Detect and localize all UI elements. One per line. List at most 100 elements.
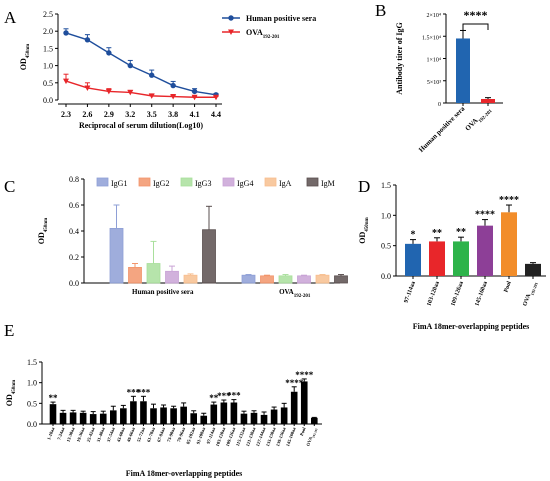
panel-a-legend-marker: [228, 29, 234, 35]
panel-e-x-tick-label-main: 55-72aa: [136, 426, 146, 443]
panel-c-x-tick-label-main: OVA: [279, 288, 294, 296]
panel-a-y-tick-label: 2.0: [43, 27, 53, 36]
panel-e-x-tick-label-main: 37-54aa: [106, 426, 116, 443]
panel-d-letter: D: [358, 177, 370, 196]
panel-a-y-tick-label: 0.5: [43, 79, 53, 88]
panel-e-x-tick-label-main: 133-150aa: [265, 426, 277, 447]
panel-d-significance-label: **: [432, 228, 442, 239]
panel-b-y-tick-label: 2×10⁴: [427, 13, 441, 19]
panel-d-x-tick-label-main: 145-160aa: [474, 281, 489, 307]
panel-d-y-tick-label: 0.0: [381, 272, 391, 281]
panel-c-bar: [109, 227, 124, 284]
panel-b-y-tick-label: 1.5×10⁴: [422, 35, 441, 41]
panel-e-x-tick-label-main: 13-30aa: [66, 426, 76, 443]
panel-c-legend-label: IgG4: [237, 179, 253, 188]
panel-e-x-tick-label: 55-72aa: [136, 426, 146, 443]
panel-e-bar: [290, 391, 298, 424]
panel-c-y-tick-label: 0.2: [69, 253, 79, 262]
panel-b-significance-label: ****: [464, 8, 488, 22]
panel-c-bar: [260, 275, 274, 284]
panel-a-legend-label-main: Human positive sera: [246, 14, 316, 23]
panel-b-y-axis-label-main: Antibody titer of IgG: [395, 22, 404, 95]
panel-a-line-chart: 0.0 0.5 1.0 1.5 2.0 2.5 2.3 2.6 2.9 3.2 3.5 3.8 4.1 4…: [19, 10, 316, 130]
panel-e-x-tick-label: 7-24aa: [56, 426, 65, 441]
panel-e-significance-label: ****: [285, 378, 304, 388]
panel-b-bar-chart: 0 5×10³ 1×10⁴ 1.5×10⁴ 2×10⁴ Human positive se…: [395, 8, 503, 154]
panel-a-y-tick-label: 1.0: [43, 62, 53, 71]
panel-e-bar: [190, 413, 197, 424]
panel-c-legend-swatch: [138, 177, 151, 187]
panel-c-bar: [202, 229, 216, 284]
panel-c-legend-label: IgG1: [111, 179, 127, 188]
panel-a-x-tick-label: 3.8: [168, 110, 178, 119]
panel-e-bar: [120, 408, 127, 424]
panel-e-significance-label: **: [209, 393, 219, 403]
panel-e-y-axis-label-subscript: 450nm: [12, 379, 17, 394]
panel-e-x-tick-label-main: 67-84aa: [156, 426, 166, 443]
panel-d-y-axis-label: OD450nm: [358, 216, 370, 243]
panel-a-legend-label: Human positive sera: [246, 14, 316, 23]
panel-c-y-axis-label: OD450nm: [37, 217, 49, 244]
panel-e-x-tick-label: 31-48aa: [96, 426, 106, 443]
panel-e-x-tick-label: 121-138aa: [245, 426, 257, 447]
panel-e-x-tick-label: 97-114aa: [206, 426, 217, 445]
panel-e-bar-chart: 0.0 0.5 1.0 1.5 ** 1-18aa 7-24aa 13-30aa 19-36aa…: [5, 358, 322, 478]
panel-e-x-tick-label: Pool: [299, 426, 307, 437]
panel-c-bar: [183, 274, 198, 284]
panel-e-y-axis-label: OD450nm: [5, 379, 17, 406]
panel-d-y-tick-label: 0.5: [381, 242, 391, 251]
panel-a-legend-marker: [228, 15, 234, 21]
panel-a-y-tick-label: 0.0: [43, 96, 53, 105]
panel-c-legend-swatch: [96, 177, 109, 187]
panel-d-significance-label: *: [411, 230, 416, 241]
panel-a-point: [149, 72, 155, 78]
panel-a-y-axis-label: OD450nm: [19, 43, 31, 70]
panel-b-y-axis-label: Antibody titer of IgG: [395, 22, 404, 95]
panel-a-series-line: [65, 80, 216, 98]
panel-d-significance-label: ****: [499, 195, 519, 206]
panel-e-x-tick-label-main: 103-120aa: [215, 426, 227, 447]
panel-e-significance-label: **: [49, 393, 59, 403]
panel-e-x-tick-label: 37-54aa: [106, 426, 116, 443]
panel-d-y-tick-label: 1.0: [381, 211, 391, 220]
panel-d-x-tick-label-subscript: 192-201: [529, 281, 538, 295]
panel-a-x-tick-label: 2.6: [82, 110, 92, 119]
panel-e-y-tick-label: 1.5: [27, 358, 37, 367]
panel-c-bar: [241, 274, 256, 284]
panel-c-x-tick-label-subscript: 192-201: [294, 294, 311, 299]
panel-a-point: [170, 82, 176, 89]
panel-c-bar: [146, 263, 161, 284]
panel-e-x-tick-label: 133-150aa: [265, 426, 277, 447]
panel-e-x-tick-label-main: 85-102aa: [185, 426, 196, 445]
panel-e-x-tick-label-main: 127-144aa: [255, 426, 267, 447]
panel-d-x-tick-label-main: 97-114aa: [403, 281, 416, 304]
panel-e-x-tick-label-main: 31-48aa: [96, 426, 106, 443]
panel-d-bar-chart: 0.0 0.5 1.0 1.5 * 97-114aa ** 103-120aa ** 109-12…: [358, 181, 546, 331]
panel-c-legend-swatch: [306, 177, 319, 187]
panel-e-bar: [300, 381, 308, 424]
panel-e-bar: [130, 401, 137, 424]
panel-e-x-tick-label-main: 61-78aa: [146, 426, 156, 443]
panel-d-x-tick-label: 109-126aa: [450, 281, 465, 307]
panel-c-legend-swatch: [264, 177, 277, 187]
panel-e-x-tick-label: 145-160aa: [285, 426, 297, 447]
panel-b-bar: [481, 98, 495, 103]
panel-e-x-axis-label: FimA 18mer-overlapping peptides: [126, 469, 243, 478]
panel-e-x-tick-label: 61-78aa: [146, 426, 156, 443]
panel-e-bar: [59, 412, 67, 424]
panel-d-bar: [405, 243, 421, 276]
panel-e-x-tick-label: 85-102aa: [185, 426, 196, 445]
panel-c-x-tick-label: OVA192-201: [279, 288, 311, 299]
panel-a-point: [213, 94, 219, 101]
panel-e-x-tick-label-main: 25-42aa: [86, 426, 96, 443]
panel-e-x-tick-label-main: 79-96aa: [176, 426, 186, 443]
panel-a-point: [84, 37, 91, 43]
panel-b-bar: [456, 38, 470, 103]
panel-b-x-tick-label: OVA192-201: [464, 104, 494, 134]
panel-a-y-axis-label-main: OD: [19, 58, 28, 70]
panel-e-x-tick-label-main: 73-90aa: [166, 426, 176, 443]
panel-c-letter: C: [4, 177, 15, 196]
panel-b-y-tick-label: 1×10⁴: [427, 58, 441, 64]
panel-e-bar: [210, 404, 218, 424]
